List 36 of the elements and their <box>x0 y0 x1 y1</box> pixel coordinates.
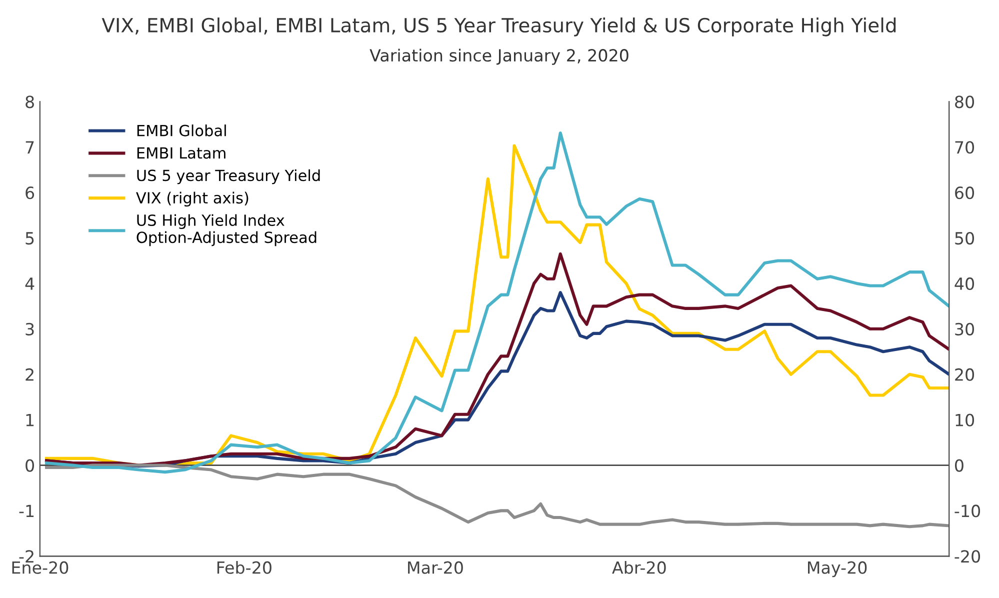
x-tick-label: May-20 <box>808 561 867 578</box>
y-tick-label: 0 <box>26 459 34 472</box>
legend-label: US High Yield Index Option-Adjusted Spread <box>136 214 316 246</box>
y2-tick-label: 50 <box>955 232 974 245</box>
y2-tick-label: 40 <box>954 277 974 290</box>
y-tick-label: 7 <box>26 141 34 154</box>
y-tick-label: 8 <box>26 96 34 108</box>
legend-label: US 5 year Treasury Yield <box>137 169 320 184</box>
x-tick-label: Ene-20 <box>12 561 68 574</box>
legend-label: VIX (right axis) <box>136 192 248 207</box>
chart-subtitle: Variation since January 2, 2020 <box>370 48 628 65</box>
legend-label: EMBI Global <box>137 124 226 136</box>
y-tick-label: 2 <box>26 368 34 381</box>
y2-tick-label: 80 <box>955 96 974 108</box>
x-tick-label: Abr-20 <box>612 561 666 574</box>
y-tick-label: 1 <box>26 414 34 426</box>
y2-tick-label: 60 <box>955 186 974 200</box>
y-tick-label: 5 <box>26 232 34 245</box>
y-tick-label: -2 <box>19 550 34 562</box>
x-tick-label: Feb-20 <box>217 561 272 574</box>
line-series <box>45 464 950 528</box>
y2-tick-label: 20 <box>955 368 974 381</box>
chart-title: VIX, EMBI Global, EMBI Latam, US 5 Year Treasury Yield & US Corporate High Yield <box>102 18 896 36</box>
y-tick-label: 4 <box>25 278 34 290</box>
y2-tick-label: -20 <box>954 550 980 563</box>
y2-tick-label: -10 <box>954 504 980 518</box>
legend-label: EMBI Latam <box>137 147 226 159</box>
y2-tick-label: 70 <box>955 141 974 154</box>
y-tick-label: -1 <box>19 504 34 518</box>
y2-tick-label: 10 <box>956 414 974 426</box>
y2-tick-label: 0 <box>955 459 964 472</box>
y-tick-label: 3 <box>26 322 34 336</box>
line-series <box>45 252 950 467</box>
x-tick-label: Mar-20 <box>408 561 463 574</box>
y-tick-label: 6 <box>26 186 34 200</box>
y2-tick-label: 30 <box>955 322 974 336</box>
